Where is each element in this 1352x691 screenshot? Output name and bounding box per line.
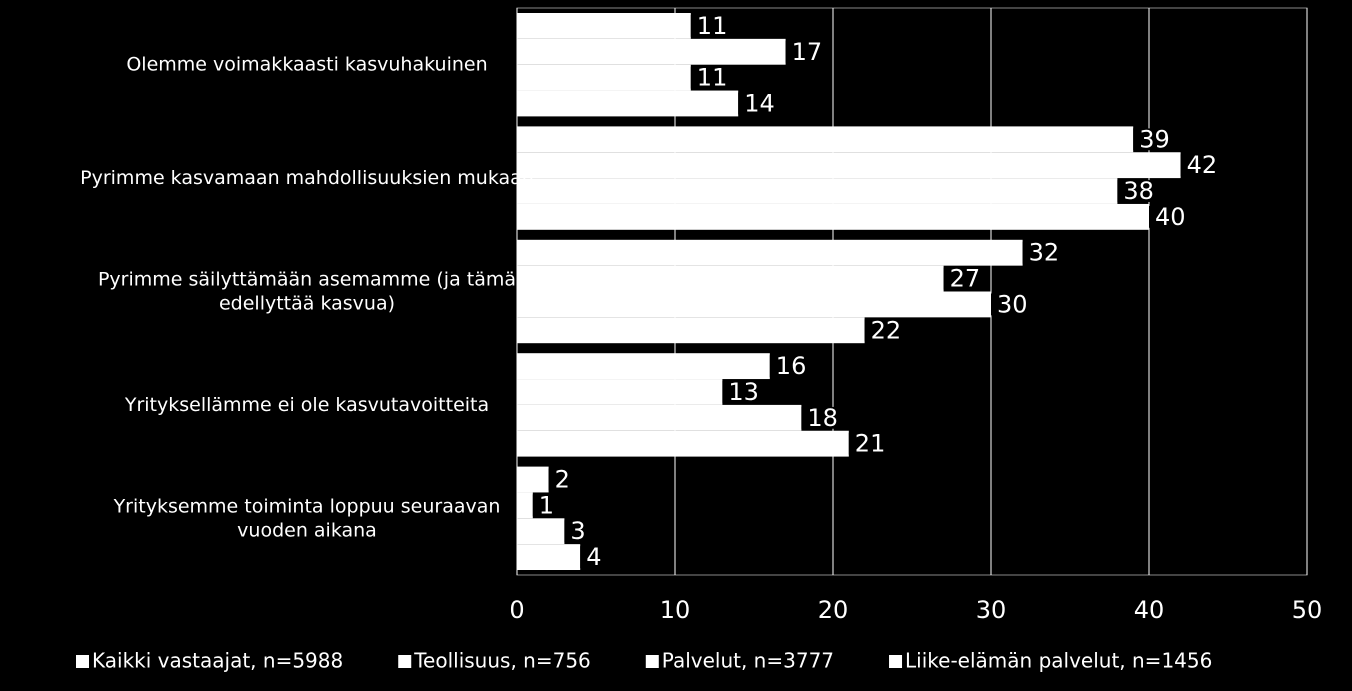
value-label-bg [769,355,811,378]
legend-label: Liike-elämän palvelut, n=1456 [905,649,1212,673]
value-label-bg [738,92,779,115]
value-label: 27 [950,265,981,293]
value-label-bg [722,381,763,403]
category-label: Pyrimme säilyttämään asemamme (ja tämä ed… [98,268,516,314]
value-label-bg [801,406,842,429]
value-label-bg [848,432,890,455]
bar [517,126,1134,153]
legend-marker [889,655,903,668]
value-label: 2 [555,466,570,494]
legend-label: Teollisuus, n=756 [413,649,591,673]
value-label-bg [943,267,985,290]
bar [517,152,1181,179]
value-label: 18 [807,404,838,432]
category-label: Olemme voimakkaasti kasvuhakuinen [126,53,487,75]
value-label-bg [1133,128,1174,151]
value-label: 11 [697,12,728,40]
category-label: Pyrimme kasvamaan mahdollisuuksien mukaa… [80,167,534,189]
value-label: 38 [1123,177,1154,205]
value-label-bg [580,546,606,568]
value-label: 39 [1139,125,1170,153]
legend-marker [398,655,412,668]
x-tick-label: 30 [976,596,1007,624]
bar [517,466,549,493]
x-tick-label: 50 [1292,596,1323,624]
value-label: 42 [1187,151,1218,179]
bar [517,430,849,457]
value-label: 16 [776,352,807,380]
bar [517,291,991,318]
value-label-bg [1180,154,1222,177]
value-label-bg [548,468,574,491]
value-label-bg [864,319,906,342]
x-tick-label: 0 [509,596,524,624]
legend-marker [645,655,659,668]
bar [517,203,1149,230]
value-label: 22 [871,316,902,344]
value-label: 11 [697,64,728,92]
value-label-bg [1022,241,1064,264]
value-label-bg [690,15,732,37]
bar [517,404,802,431]
value-label: 3 [570,517,585,545]
value-label-bg [1117,180,1158,202]
value-label: 21 [855,430,886,458]
value-label-bg [1149,205,1190,228]
legend-marker [76,655,89,668]
bar [517,317,865,344]
legend-label: Palvelut, n=3777 [662,649,834,673]
value-label-bg [564,520,590,543]
bar [517,239,1023,266]
bar [517,544,581,570]
category-label: Yrityksemme toiminta loppuu seuraavan vuo… [113,495,501,541]
bar [517,379,723,405]
bar [517,492,533,519]
bar [517,353,770,380]
value-label: 30 [997,290,1028,318]
category-label: Yrityksellämme ei ole kasvutavoitteita [124,393,489,415]
value-label: 40 [1155,203,1186,231]
bar [517,38,786,65]
bar [517,518,565,545]
bar [517,265,944,292]
bar [517,178,1118,204]
value-label: 4 [586,543,601,571]
value-label-bg [785,40,827,63]
x-tick-label: 20 [818,596,849,624]
value-label: 13 [728,378,759,406]
bar [517,64,691,91]
bar [517,13,691,39]
value-label: 32 [1029,239,1060,267]
value-label: 1 [539,491,554,519]
bar [517,90,739,117]
x-tick-label: 40 [1134,596,1165,624]
value-label-bg [690,66,732,89]
legend-label: Kaikki vastaajat, n=5988 [92,649,343,673]
value-label: 14 [744,89,775,117]
value-label: 17 [792,38,823,66]
value-label-bg [991,293,1032,316]
x-tick-label: 10 [660,596,691,624]
value-label-bg [532,494,559,517]
